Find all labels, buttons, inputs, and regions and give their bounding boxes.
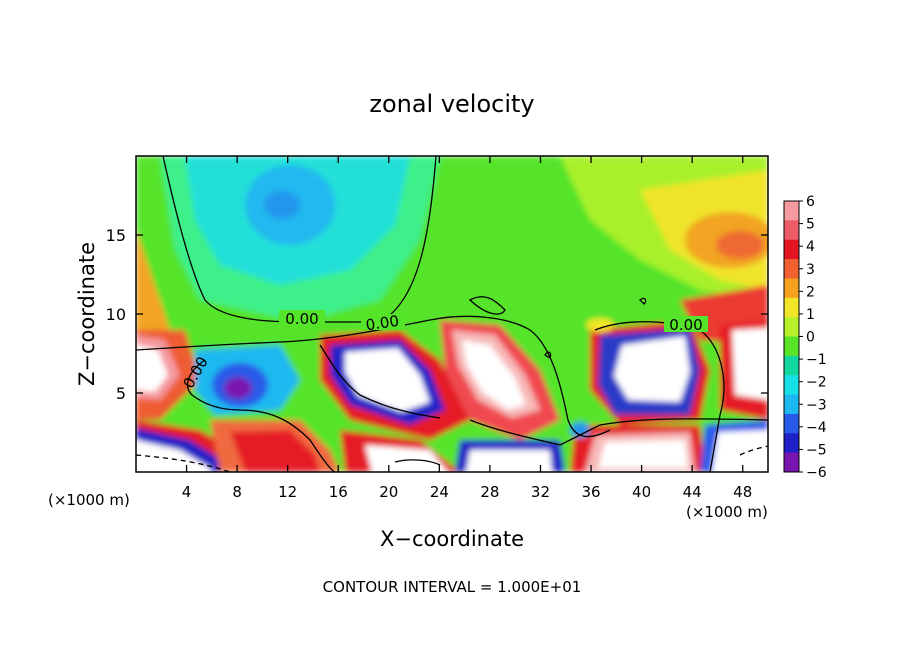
y-axis-title: Z−coordinate [75, 242, 99, 386]
colorbar-swatch [784, 317, 799, 337]
colorbar-tick-label: 0 [806, 330, 815, 346]
colorbar-tick-label: −6 [806, 465, 827, 481]
colorbar-swatch [784, 394, 799, 415]
colorbar-tick-label: −3 [806, 397, 827, 413]
colorbar-tick-label: 1 [806, 307, 815, 323]
x-unit-right: (×1000 m) [686, 503, 768, 521]
colorbar-tick-label: −4 [806, 420, 827, 436]
colorbar-tick-label: −1 [806, 352, 827, 368]
contour-label: 0.00 [285, 310, 318, 328]
y-axis: 5 10 15 [106, 226, 768, 403]
colorbar-tick-label: −5 [806, 442, 827, 458]
y-tick-label: 15 [106, 226, 126, 245]
colorbar: 6 5 4 3 2 1 0 −1 −2 −3 −4 −5 −6 [783, 194, 827, 481]
colorbar-tick-label: 2 [806, 284, 815, 300]
x-tick-label: 40 [632, 483, 651, 501]
colorbar-tick-label: −2 [806, 375, 827, 391]
colorbar-tick-label: 3 [806, 262, 815, 278]
x-tick-label: 12 [278, 483, 297, 501]
colorbar-swatch [784, 239, 799, 260]
plot-area: 0.00 0.00 0.00 0.00 [136, 156, 768, 472]
velocity-field [136, 156, 768, 472]
contour-lines [136, 156, 768, 472]
colorbar-swatch [784, 375, 799, 396]
colorbar-swatch [784, 433, 799, 454]
chart-title: zonal velocity [369, 90, 534, 118]
contour-interval-note: CONTOUR INTERVAL = 1.000E+01 [323, 578, 582, 596]
colorbar-tick-label: 5 [806, 217, 815, 233]
colorbar-swatch [784, 336, 799, 357]
contour-label: 0.00 [669, 316, 702, 334]
x-axis-title: X−coordinate [380, 527, 524, 551]
x-tick-label: 8 [232, 483, 242, 501]
x-tick-label: 28 [480, 483, 499, 501]
x-tick-label: 4 [182, 483, 192, 501]
x-tick-label: 16 [329, 483, 348, 501]
x-tick-label: 44 [683, 483, 702, 501]
colorbar-swatch [784, 355, 799, 376]
y-tick-label: 10 [106, 305, 126, 324]
colorbar-tick-label: 6 [806, 194, 815, 210]
x-unit-left: (×1000 m) [48, 491, 130, 509]
colorbar-swatch [784, 452, 799, 473]
colorbar-swatch [784, 201, 799, 221]
colorbar-swatch [784, 220, 799, 241]
x-tick-label: 24 [430, 483, 449, 501]
x-tick-label: 20 [379, 483, 398, 501]
colorbar-swatch [784, 413, 799, 434]
colorbar-swatch [784, 297, 799, 318]
x-axis: 4 8 12 16 20 24 28 32 36 40 44 48 [182, 156, 752, 501]
contour-label: 0.00 [365, 312, 401, 334]
x-tick-label: 48 [733, 483, 752, 501]
colorbar-swatch [784, 278, 799, 299]
y-tick-label: 5 [116, 384, 126, 403]
x-tick-label: 36 [581, 483, 600, 501]
colorbar-tick-label: 4 [806, 239, 815, 255]
x-tick-label: 32 [531, 483, 550, 501]
colorbar-swatch [784, 259, 799, 279]
